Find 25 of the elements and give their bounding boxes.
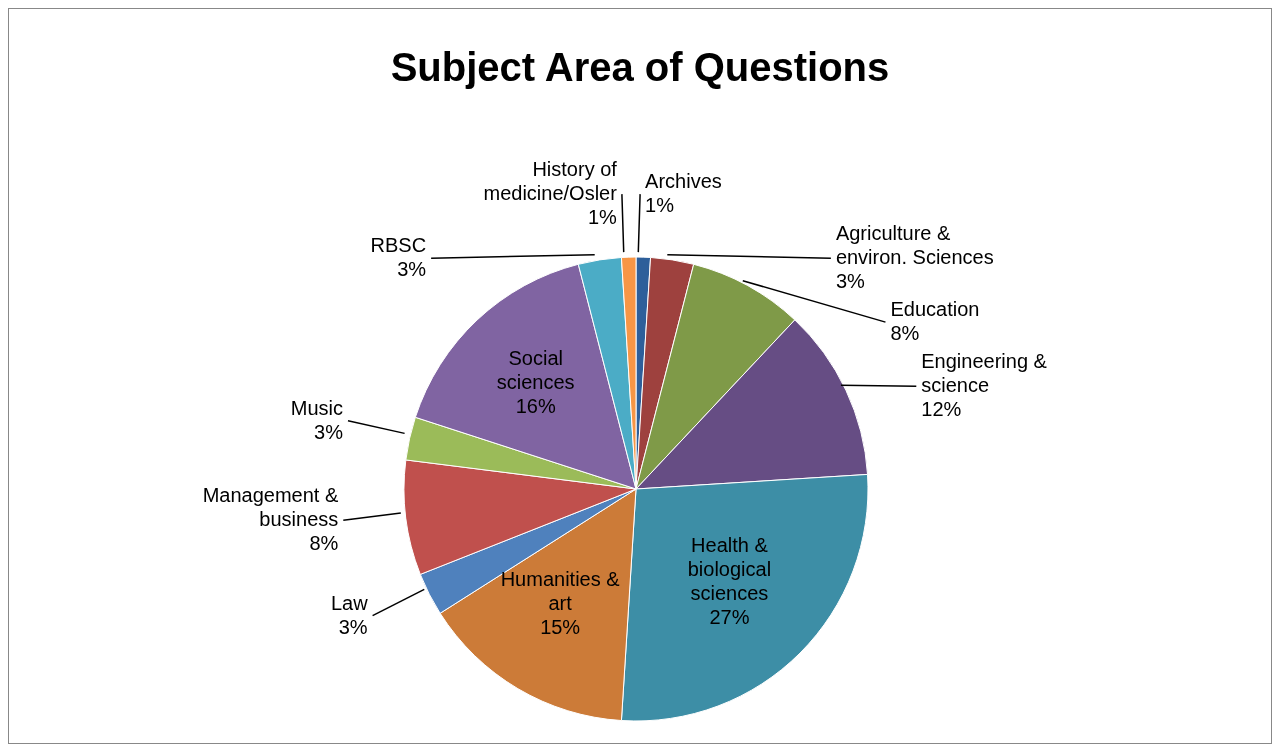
data-label: 27% (709, 606, 750, 629)
slice-label: Agriculture & environ. Sciences (835, 222, 994, 269)
data-label: 16% (515, 394, 556, 417)
slice-label: Law (330, 591, 369, 614)
chart-title: Subject Area of Questions (389, 45, 891, 90)
data-label: 3% (835, 270, 865, 293)
slice-label: Engineering & science (921, 350, 1048, 397)
slice-label: History of medicine/Osler (483, 158, 618, 205)
data-label: 12% (921, 398, 962, 421)
slice-label: Education (890, 298, 980, 321)
data-label: 1% (645, 194, 675, 217)
slice-label: Archives (645, 170, 722, 193)
slice-label: RBSC (370, 234, 427, 257)
data-label: 1% (587, 206, 618, 229)
data-label: 8% (890, 322, 920, 345)
data-label: 8% (309, 532, 339, 555)
data-label: 3% (397, 258, 427, 281)
slice-label: Music (290, 396, 343, 419)
data-label: 3% (314, 420, 344, 443)
slice-label: Management & business (202, 484, 339, 531)
slice-label: Social sciences (496, 346, 575, 393)
data-label: 15% (540, 615, 581, 638)
data-label: 3% (338, 615, 368, 638)
slice-label: Humanities & art (500, 567, 621, 614)
slice-label: Health & biological sciences (687, 534, 772, 605)
